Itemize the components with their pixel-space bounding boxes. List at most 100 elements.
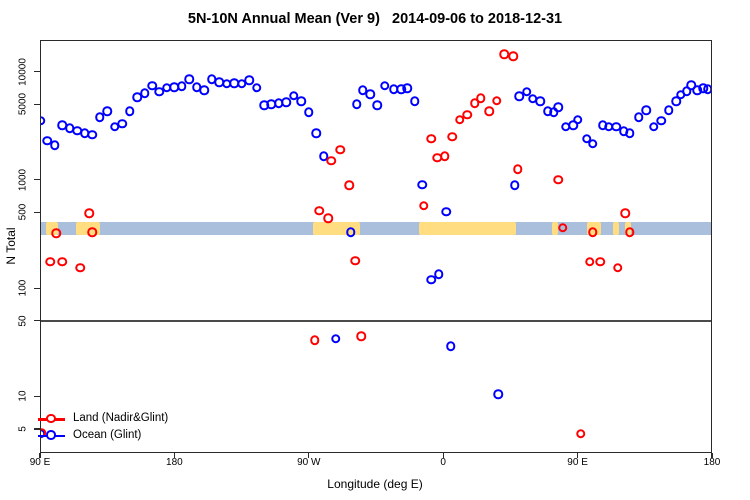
- y-axis-tick: [34, 428, 40, 430]
- data-point-ocean: [417, 180, 428, 190]
- legend-item-land: Land (Nadir&Glint): [38, 411, 218, 428]
- data-point-ocean: [251, 82, 262, 93]
- data-point-land: [57, 257, 68, 267]
- data-point-land: [575, 429, 586, 439]
- y-axis-tick: [34, 71, 40, 73]
- data-point-land: [462, 109, 472, 120]
- x-axis-tick-label: 90 E: [29, 457, 51, 468]
- y-axis-tick: [34, 179, 40, 181]
- data-point-land: [75, 262, 86, 273]
- data-point-land: [419, 201, 429, 211]
- y-axis-tick-label: 5: [17, 426, 29, 432]
- data-point-land: [310, 335, 320, 346]
- data-point-ocean: [365, 89, 375, 99]
- x-axis-tick: [173, 453, 175, 458]
- land-patch: [552, 221, 559, 235]
- data-point-land: [625, 227, 635, 237]
- data-point-ocean: [311, 128, 322, 138]
- y-axis-tick: [34, 211, 40, 214]
- data-point-ocean: [663, 105, 674, 115]
- data-point-ocean: [40, 116, 45, 126]
- x-axis-tick: [39, 453, 41, 458]
- legend-circle-land-icon: [46, 413, 56, 424]
- y-axis-tick-label: 10: [17, 390, 29, 402]
- data-point-land: [513, 164, 523, 175]
- data-point-ocean: [296, 96, 307, 107]
- y-axis-tick-label: 1000: [17, 168, 29, 192]
- data-point-land: [484, 106, 495, 117]
- data-point-ocean: [372, 100, 383, 110]
- data-point-land: [84, 208, 95, 219]
- data-point-ocean: [177, 81, 187, 92]
- data-point-land: [314, 205, 324, 216]
- data-point-ocean: [87, 130, 98, 140]
- y-axis-tick-label: 500: [17, 204, 29, 221]
- data-point-land: [335, 144, 345, 155]
- data-point-ocean: [380, 81, 390, 91]
- land-patch: [419, 221, 517, 235]
- data-point-ocean: [535, 96, 546, 107]
- data-point-ocean: [244, 75, 254, 86]
- data-point-ocean: [625, 128, 635, 138]
- legend-label-land: Land (Nadir&Glint): [73, 412, 169, 424]
- data-point-land: [439, 151, 450, 162]
- data-point-land: [499, 49, 510, 59]
- data-point-land: [45, 257, 56, 267]
- data-point-land: [447, 132, 457, 142]
- x-axis-tick: [308, 453, 310, 458]
- data-point-ocean: [124, 106, 135, 117]
- data-point-ocean: [441, 206, 451, 217]
- data-point-land: [613, 262, 623, 273]
- data-point-land: [323, 213, 333, 224]
- data-point-land: [557, 223, 568, 233]
- land-patch: [45, 221, 58, 235]
- data-point-ocean: [510, 180, 520, 191]
- y-axis-tick: [34, 320, 40, 322]
- data-point-ocean: [587, 139, 598, 149]
- data-point-ocean: [199, 85, 210, 96]
- data-point-ocean: [641, 105, 652, 115]
- data-point-ocean: [553, 102, 563, 112]
- legend-item-ocean: Ocean (Glint): [38, 428, 218, 445]
- data-point-ocean: [184, 74, 195, 85]
- data-point-ocean: [522, 87, 532, 97]
- data-point-ocean: [686, 80, 696, 90]
- coastline-band: [40, 221, 712, 235]
- data-point-ocean: [493, 389, 504, 399]
- y-axis-tick-label: 50: [17, 315, 29, 327]
- y-axis-tick: [34, 103, 40, 105]
- legend: Land (Nadir&Glint) Ocean (Glint): [38, 411, 218, 444]
- data-point-land: [584, 257, 595, 267]
- data-point-ocean: [402, 83, 413, 94]
- data-point-land: [469, 98, 480, 109]
- x-axis-tick-label: 90 W: [297, 457, 321, 468]
- data-point-ocean: [581, 133, 592, 144]
- y-axis-tick-label: 5000: [17, 93, 29, 116]
- data-point-ocean: [281, 97, 292, 108]
- data-point-ocean: [445, 341, 456, 352]
- data-point-ocean: [139, 88, 150, 99]
- data-point-ocean: [649, 121, 659, 132]
- data-point-ocean: [50, 140, 60, 150]
- y-axis-tick: [34, 395, 40, 397]
- data-point-land: [492, 95, 502, 106]
- data-point-ocean: [656, 116, 666, 126]
- x-axis-tick-label: 90 E: [567, 457, 588, 468]
- data-point-ocean: [351, 99, 362, 109]
- data-point-land: [344, 180, 354, 191]
- data-point-land: [587, 227, 598, 237]
- data-point-land: [454, 114, 465, 125]
- data-point-land: [426, 133, 436, 144]
- data-point-ocean: [102, 106, 112, 117]
- data-point-ocean: [634, 112, 644, 122]
- reference-line-50: [40, 319, 712, 322]
- data-point-ocean: [572, 114, 583, 125]
- data-point-ocean: [433, 269, 444, 279]
- data-point-ocean: [289, 90, 299, 101]
- data-point-ocean: [702, 84, 712, 94]
- data-point-ocean: [345, 227, 356, 237]
- data-point-land: [350, 255, 360, 266]
- land-patch: [613, 221, 620, 235]
- y-axis-title: N Total: [4, 227, 18, 265]
